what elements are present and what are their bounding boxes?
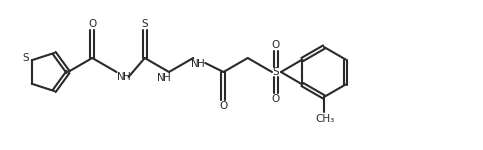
Text: O: O bbox=[88, 19, 97, 29]
Text: O: O bbox=[219, 101, 227, 111]
Text: H: H bbox=[163, 73, 171, 83]
Text: O: O bbox=[272, 40, 280, 50]
Text: S: S bbox=[23, 53, 29, 63]
Text: N: N bbox=[191, 59, 199, 69]
Text: N: N bbox=[157, 73, 165, 83]
Text: S: S bbox=[142, 19, 148, 29]
Text: CH₃: CH₃ bbox=[315, 114, 335, 124]
Text: S: S bbox=[273, 67, 279, 77]
Text: O: O bbox=[272, 94, 280, 104]
Text: N: N bbox=[116, 72, 124, 82]
Text: H: H bbox=[123, 72, 130, 82]
Text: H: H bbox=[198, 59, 205, 69]
